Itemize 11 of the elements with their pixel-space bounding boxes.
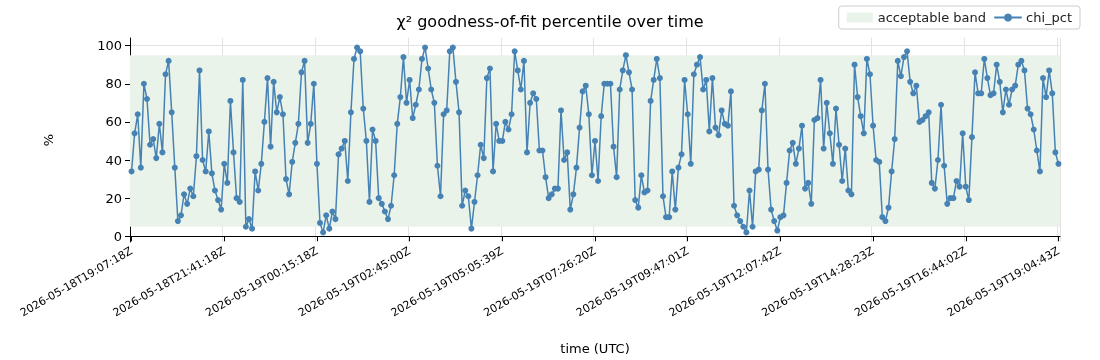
y-tick-label: 60 bbox=[105, 114, 122, 130]
x-axis-title: time (UTC) bbox=[560, 341, 630, 356]
legend-label: acceptable band bbox=[877, 10, 987, 25]
y-axis-title: % bbox=[41, 133, 56, 147]
chart-title: χ² goodness-of-fit percentile over time bbox=[396, 11, 704, 31]
y-tick-label: 100 bbox=[97, 38, 122, 54]
y-tick-label: 0 bbox=[113, 228, 122, 244]
y-tick-label: 80 bbox=[105, 76, 122, 92]
y-tick-label: 40 bbox=[105, 152, 122, 168]
legend-label: chi_pct bbox=[1026, 10, 1072, 25]
y-tick-label: 20 bbox=[105, 190, 122, 206]
